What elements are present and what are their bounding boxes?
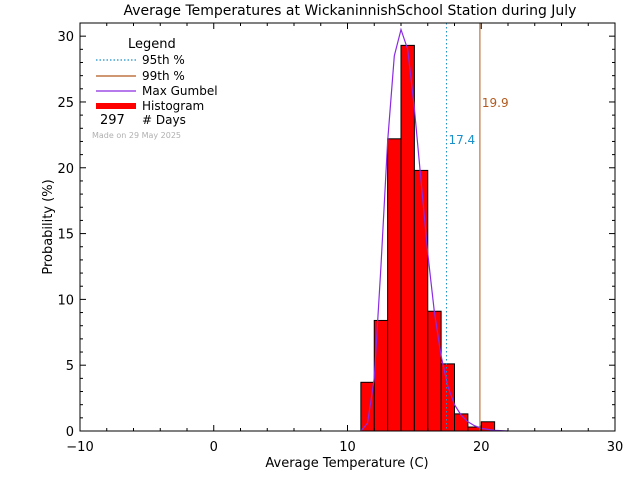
percentile-99th-label: 19.9	[482, 96, 509, 110]
x-tick-label-4: 30	[607, 440, 624, 455]
x-tick-label-1: 0	[210, 440, 218, 455]
histogram-bar-3	[400, 44, 415, 432]
histogram-bar-4	[413, 169, 429, 432]
legend: Legend 95th % 99th % Max Gumbel Histogra…	[92, 37, 218, 140]
y-tick-label-6: 30	[57, 30, 74, 45]
y-tick-label-4: 20	[57, 162, 74, 177]
x-tick-label-3: 20	[473, 440, 490, 455]
y-tick-label-0: 0	[66, 425, 74, 440]
x-tick-label-2: 10	[339, 440, 356, 455]
legend-histogram-label: Histogram	[142, 99, 204, 113]
legend-95th-label: 95th %	[142, 53, 185, 67]
y-tick-label-1: 5	[66, 359, 74, 374]
legend-99th-label: 99th %	[142, 69, 185, 83]
histogram-bar-5	[427, 310, 442, 432]
legend-days-count: 297	[100, 113, 125, 128]
legend-title: Legend	[128, 37, 176, 52]
chart-title: Average Temperatures at WickaninnishScho…	[124, 3, 577, 19]
y-axis-label: Probability (%)	[41, 179, 56, 274]
y-tick-label-3: 15	[57, 228, 74, 243]
percentile-95th-label: 17.4	[448, 133, 475, 147]
y-tick-label-5: 25	[57, 96, 74, 111]
gumbel-curve	[360, 27, 509, 432]
legend-days-label: # Days	[142, 113, 186, 127]
legend-gumbel-label: Max Gumbel	[142, 84, 218, 98]
made-on-note: Made on 29 May 2025	[92, 131, 181, 140]
histogram-bar-2	[387, 138, 402, 432]
y-tick-label-2: 10	[57, 293, 74, 308]
histogram-bar-7	[454, 413, 469, 432]
plot-area: 17.4 19.9	[360, 23, 509, 432]
x-axis-label: Average Temperature (C)	[265, 456, 428, 471]
x-tick-label-0: −10	[66, 440, 93, 455]
